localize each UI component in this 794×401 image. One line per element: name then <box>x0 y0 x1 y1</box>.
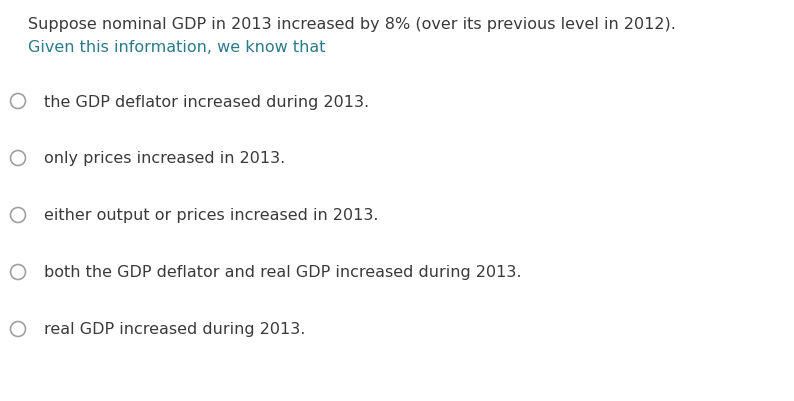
Text: real GDP increased during 2013.: real GDP increased during 2013. <box>44 322 306 337</box>
Text: only prices increased in 2013.: only prices increased in 2013. <box>44 151 285 166</box>
Text: Suppose nominal GDP in 2013 increased by 8% (over its previous level in 2012).: Suppose nominal GDP in 2013 increased by… <box>28 16 676 31</box>
Text: the GDP deflator increased during 2013.: the GDP deflator increased during 2013. <box>44 94 369 109</box>
Text: Given this information, we know that: Given this information, we know that <box>28 39 326 55</box>
Text: either output or prices increased in 2013.: either output or prices increased in 201… <box>44 208 379 223</box>
Text: both the GDP deflator and real GDP increased during 2013.: both the GDP deflator and real GDP incre… <box>44 265 522 280</box>
